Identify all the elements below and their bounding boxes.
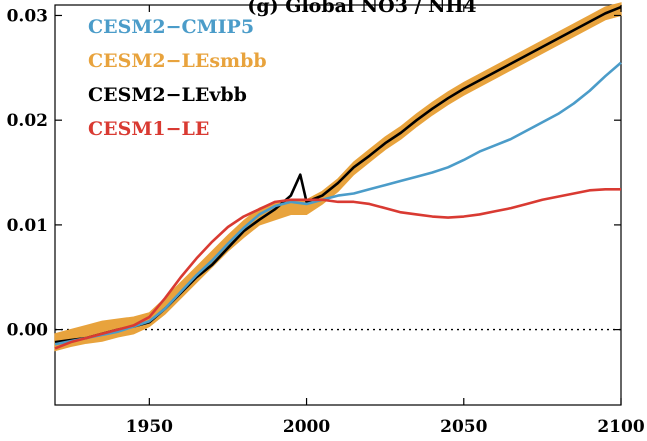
series-line-3 <box>54 187 621 350</box>
x-tick-label: 2100 <box>597 417 644 437</box>
x-tick-label: 2000 <box>283 417 330 437</box>
x-tick-label: 2050 <box>440 417 487 437</box>
legend: CESM2−CMIP5 CESM2−LEsmbb CESM2−LEvbb CESM1−… <box>88 16 267 140</box>
x-tick-label: 1950 <box>126 417 173 437</box>
legend-entry: CESM2−LEsmbb <box>88 50 267 72</box>
legend-entry: CESM1−LE <box>88 118 209 140</box>
chart-title: (g) Global NO3 / NH4 <box>247 0 476 17</box>
legend-entry: CESM2−LEvbb <box>88 84 247 106</box>
series-line-2 <box>54 61 622 346</box>
legend-entry: CESM2−CMIP5 <box>88 16 254 38</box>
axes-layer: 1950 2000 2050 2100 0.00 0.01 0.02 0.03 <box>7 5 645 437</box>
plot-frame <box>54 4 622 406</box>
y-tick-label: 0.03 <box>7 6 48 26</box>
y-tick-label: 0.02 <box>7 111 48 131</box>
y-tick-label: 0.01 <box>7 216 48 236</box>
y-tick-label: 0.00 <box>7 321 49 341</box>
